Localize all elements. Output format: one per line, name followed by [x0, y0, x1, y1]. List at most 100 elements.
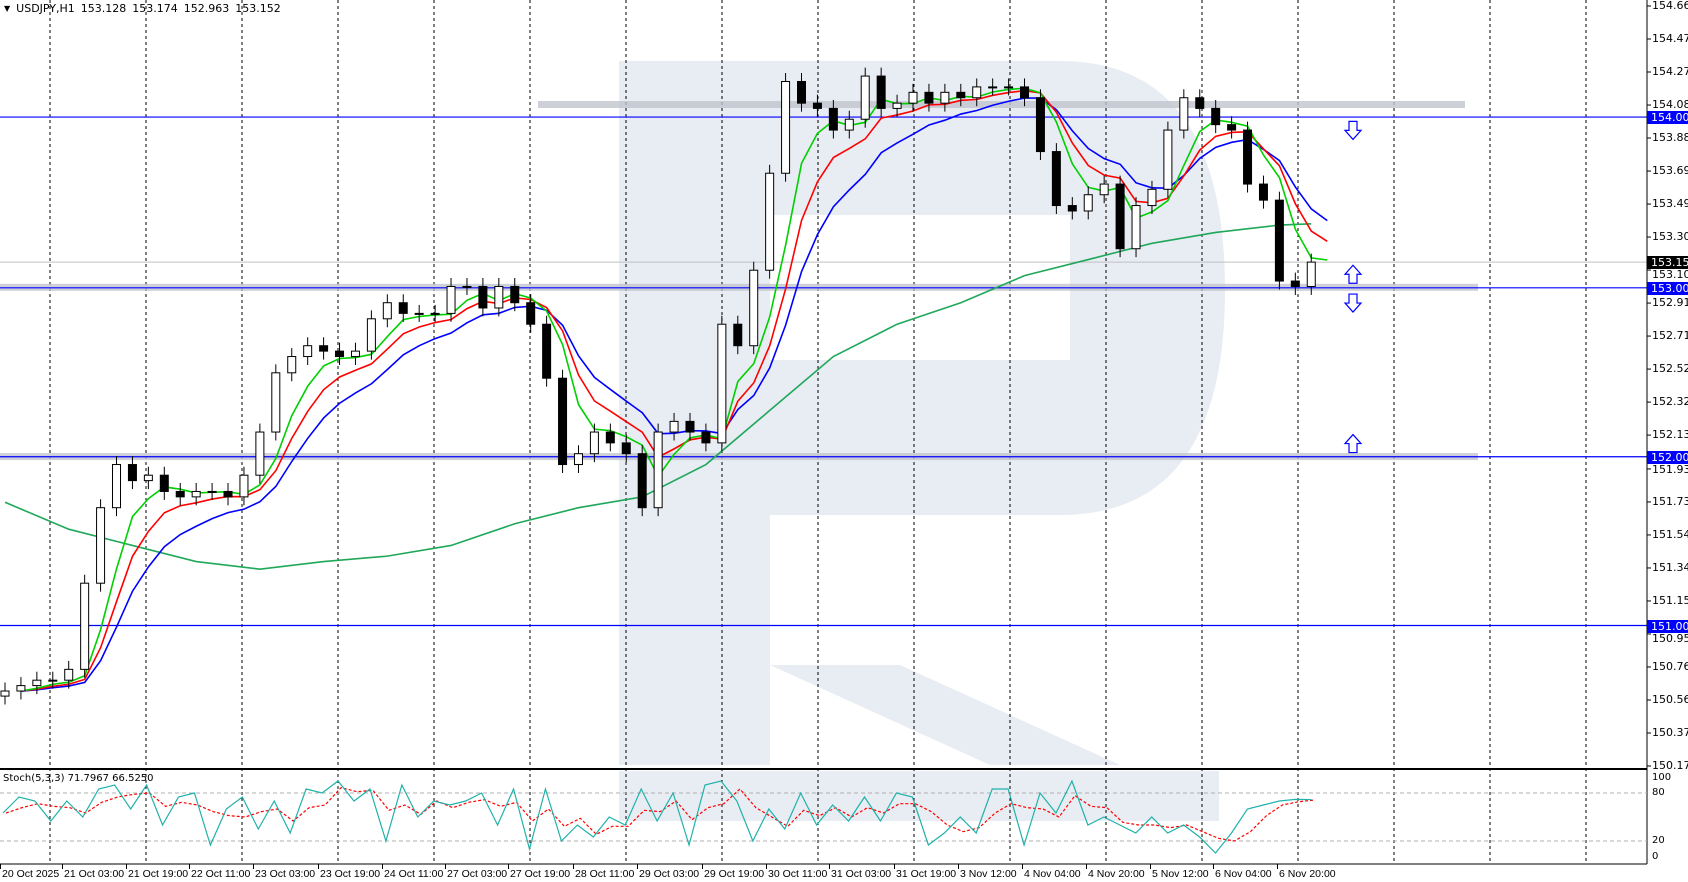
price-axis-label: 153.885: [1652, 131, 1688, 144]
price-axis-label: 154.275: [1652, 65, 1688, 78]
candle-body: [175, 490, 185, 498]
time-axis-label: 31 Oct 19:00: [896, 868, 957, 880]
time-axis-label: 20 Oct 2025: [2, 868, 60, 880]
candle-body: [1020, 86, 1030, 99]
level-price-tag: 154.009: [1647, 111, 1688, 124]
candle-body: [1083, 194, 1093, 212]
price-zone-band: [538, 101, 1465, 109]
candle-body: [733, 323, 743, 347]
candle-body: [1067, 205, 1077, 212]
level-price-tag: 151.005: [1647, 620, 1688, 633]
candle-body: [908, 91, 918, 104]
candle-body: [478, 285, 488, 309]
time-axis-label: 30 Oct 11:00: [768, 868, 828, 880]
candle-body: [940, 91, 950, 104]
price-axis-label: 150.565: [1652, 693, 1688, 706]
candle-body: [828, 107, 838, 131]
price-axis-label: 153.105: [1652, 268, 1688, 281]
time-axis-label: 27 Oct 03:00: [447, 868, 508, 880]
candle-body: [127, 464, 137, 482]
stoch-axis-label: 20: [1652, 835, 1665, 846]
price-axis-label: 152.910: [1652, 296, 1688, 309]
candle-body: [207, 490, 217, 493]
time-axis-label: 6 Nov 04:00: [1215, 868, 1272, 880]
candle-body: [1099, 183, 1109, 196]
time-axis-label: 24 Oct 11:00: [384, 868, 444, 880]
open-value: 153.128: [80, 2, 127, 15]
stoch-main-line: [2, 779, 1312, 854]
candle-body: [430, 312, 440, 315]
candle-body: [972, 86, 982, 99]
candle-body: [892, 102, 902, 109]
candle-body: [605, 431, 615, 444]
time-axis-label: 23 Oct 03:00: [255, 868, 316, 880]
candle-body: [924, 91, 934, 104]
candle-body: [16, 685, 26, 692]
time-axis-label: 4 Nov 04:00: [1024, 868, 1081, 880]
candle-body: [1131, 205, 1141, 250]
candle-body: [510, 285, 520, 304]
candle-body: [64, 668, 74, 681]
stochastic-label: Stoch(5,3,3) 71.7967 66.5250: [3, 773, 154, 784]
candle-body: [637, 453, 647, 509]
stoch-axis-label: 100: [1652, 772, 1672, 783]
price-axis-label: 150.175: [1652, 759, 1688, 772]
candle-body: [589, 431, 599, 455]
time-axis-label: 31 Oct 03:00: [831, 868, 892, 880]
arrow-down-icon: [1343, 120, 1363, 141]
arrow-up-icon: [1343, 433, 1363, 454]
candle-body: [159, 474, 169, 492]
price-axis-label: 152.130: [1652, 428, 1688, 441]
level-price-tag: 153.000: [1647, 282, 1688, 295]
time-axis-label: 23 Oct 19:00: [320, 868, 381, 880]
candle-body: [956, 91, 966, 99]
price-axis-label: 151.930: [1652, 463, 1688, 476]
stoch-axis-label: 0: [1652, 851, 1659, 862]
candle-body: [988, 86, 998, 89]
candle-body: [303, 345, 313, 358]
candle-body: [749, 269, 759, 347]
triangle-down-icon[interactable]: ▼: [4, 4, 11, 13]
price-axis-label: 153.495: [1652, 197, 1688, 210]
candle-body: [1227, 124, 1237, 131]
candle-body: [1147, 188, 1157, 207]
candle-body: [1051, 151, 1061, 207]
candle-body: [1243, 129, 1253, 185]
candle-body: [860, 75, 870, 120]
candle-body: [191, 490, 201, 498]
time-axis-label: 6 Nov 20:00: [1279, 868, 1336, 880]
candle-body: [685, 420, 695, 433]
time-axis-label: 29 Oct 19:00: [704, 868, 765, 880]
symbol-label: USDJPY,H1: [16, 2, 75, 15]
price-axis-label: 153.690: [1652, 164, 1688, 177]
price-axis-label: 151.735: [1652, 495, 1688, 508]
current-price-tag: 153.152: [1647, 256, 1688, 269]
price-axis-label: 151.345: [1652, 561, 1688, 574]
candle-body: [382, 302, 392, 320]
candle-body: [319, 345, 329, 352]
candle-body: [669, 420, 679, 433]
candle-body: [239, 474, 249, 498]
candle-body: [526, 302, 536, 325]
arrow-up-icon: [1343, 264, 1363, 284]
low-value: 152.963: [183, 2, 230, 15]
chart-header: ▼ USDJPY,H1 153.128 153.174 152.963 153.…: [4, 2, 281, 15]
candle-body: [366, 318, 376, 352]
candle-body: [112, 464, 122, 509]
candle-body: [876, 75, 886, 109]
candle-body: [542, 323, 552, 379]
ma-fast-line: [20, 87, 1328, 692]
candle-body: [1211, 107, 1221, 126]
price-axis-label: 150.760: [1652, 660, 1688, 673]
candle-body: [414, 312, 424, 315]
candle-body: [32, 679, 42, 687]
candle-body: [1195, 97, 1205, 109]
watermark-logo-stoch: [619, 771, 1219, 821]
candle-body: [271, 372, 281, 433]
candle-body: [48, 679, 58, 682]
ma-mid-line: [20, 89, 1328, 692]
level-price-tag: 152.002: [1647, 451, 1688, 464]
candle-body: [96, 507, 106, 584]
candle-body: [765, 172, 775, 271]
